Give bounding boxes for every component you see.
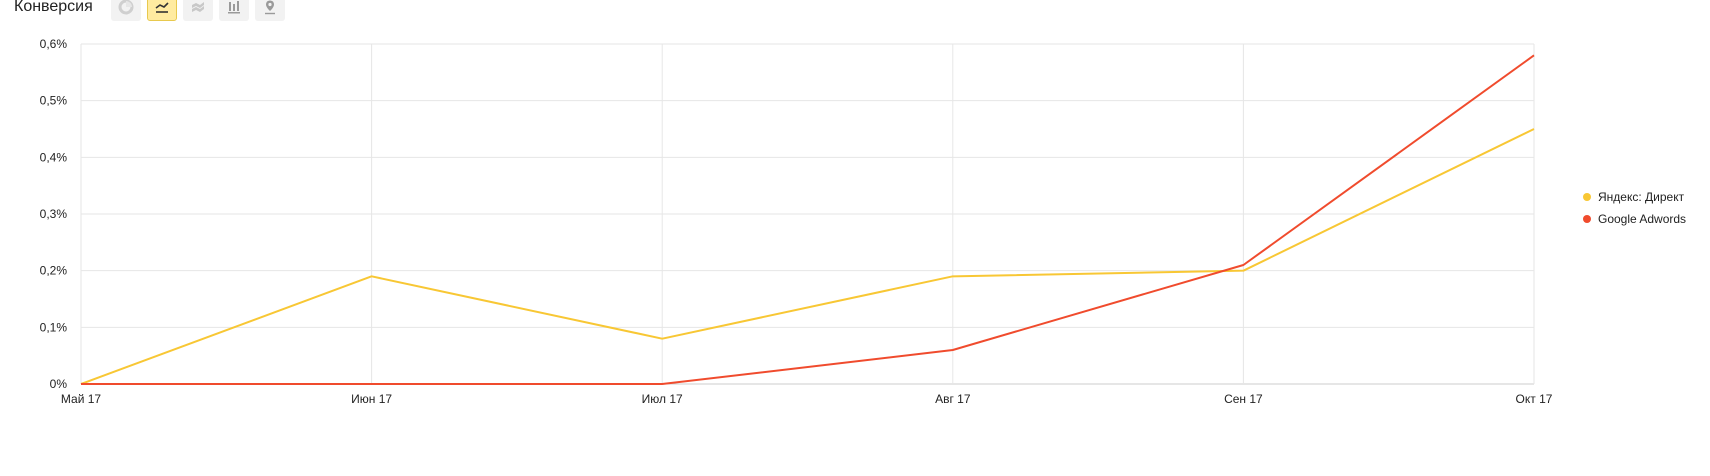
bar-chart-icon <box>227 1 240 14</box>
chart-title: Конверсия <box>14 0 93 15</box>
legend-dot-yandex <box>1583 193 1591 201</box>
data-point[interactable] <box>370 382 374 386</box>
map-button[interactable] <box>254 0 285 21</box>
line-chart-button[interactable] <box>146 0 177 21</box>
data-point[interactable] <box>79 382 83 386</box>
data-point[interactable] <box>1532 53 1536 57</box>
map-pin-icon <box>264 0 275 15</box>
legend-label-yandex: Яндекс: Директ <box>1598 190 1685 204</box>
y-tick-label: 0% <box>50 377 68 391</box>
series-line-0[interactable] <box>80 128 1535 385</box>
data-point[interactable] <box>1241 263 1245 267</box>
legend-item-google[interactable]: Google Adwords <box>1583 208 1686 230</box>
pie-chart-button[interactable] <box>110 0 141 21</box>
pie-chart-icon <box>118 0 134 15</box>
data-point[interactable] <box>660 382 664 386</box>
chart-header: Конверсия <box>14 0 285 22</box>
y-tick-label: 0,3% <box>40 207 68 221</box>
x-tick-label: Июл 17 <box>642 392 683 406</box>
x-tick-label: Сен 17 <box>1224 392 1263 406</box>
legend-label-google: Google Adwords <box>1598 212 1687 226</box>
area-chart-button[interactable] <box>182 0 213 21</box>
series-line-1[interactable] <box>81 54 1535 385</box>
line-chart-icon <box>155 2 169 13</box>
bar-chart-button[interactable] <box>218 0 249 21</box>
chart-legend: Яндекс: Директ Google Adwords <box>1583 186 1686 230</box>
y-tick-label: 0,6% <box>40 37 68 51</box>
y-tick-label: 0,1% <box>40 320 68 334</box>
x-tick-label: Июн 17 <box>351 392 392 406</box>
legend-item-yandex[interactable]: Яндекс: Директ <box>1583 186 1686 208</box>
data-point[interactable] <box>1532 127 1536 131</box>
data-point[interactable] <box>660 337 664 341</box>
x-axis-ticks: Май 17 Июн 17 Июл 17 Авг 17 Сен 17 Окт 17 <box>61 392 1553 406</box>
x-tick-label: Май 17 <box>61 392 102 406</box>
y-tick-label: 0,4% <box>40 150 68 164</box>
grid-layer <box>80 43 1535 385</box>
data-point[interactable] <box>951 274 955 278</box>
x-tick-label: Авг 17 <box>935 392 971 406</box>
y-tick-label: 0,2% <box>40 264 68 278</box>
y-axis-ticks: 0% 0,1% 0,2% 0,3% 0,4% 0,5% 0,6% <box>40 37 68 391</box>
area-chart-icon <box>191 2 204 12</box>
x-tick-label: Окт 17 <box>1516 392 1553 406</box>
series-layer <box>79 53 1536 386</box>
y-tick-label: 0,5% <box>40 94 68 108</box>
legend-dot-google <box>1583 215 1591 223</box>
chart-type-toolbar <box>110 0 285 21</box>
data-point[interactable] <box>370 274 374 278</box>
data-point[interactable] <box>1241 269 1245 273</box>
data-point[interactable] <box>951 348 955 352</box>
